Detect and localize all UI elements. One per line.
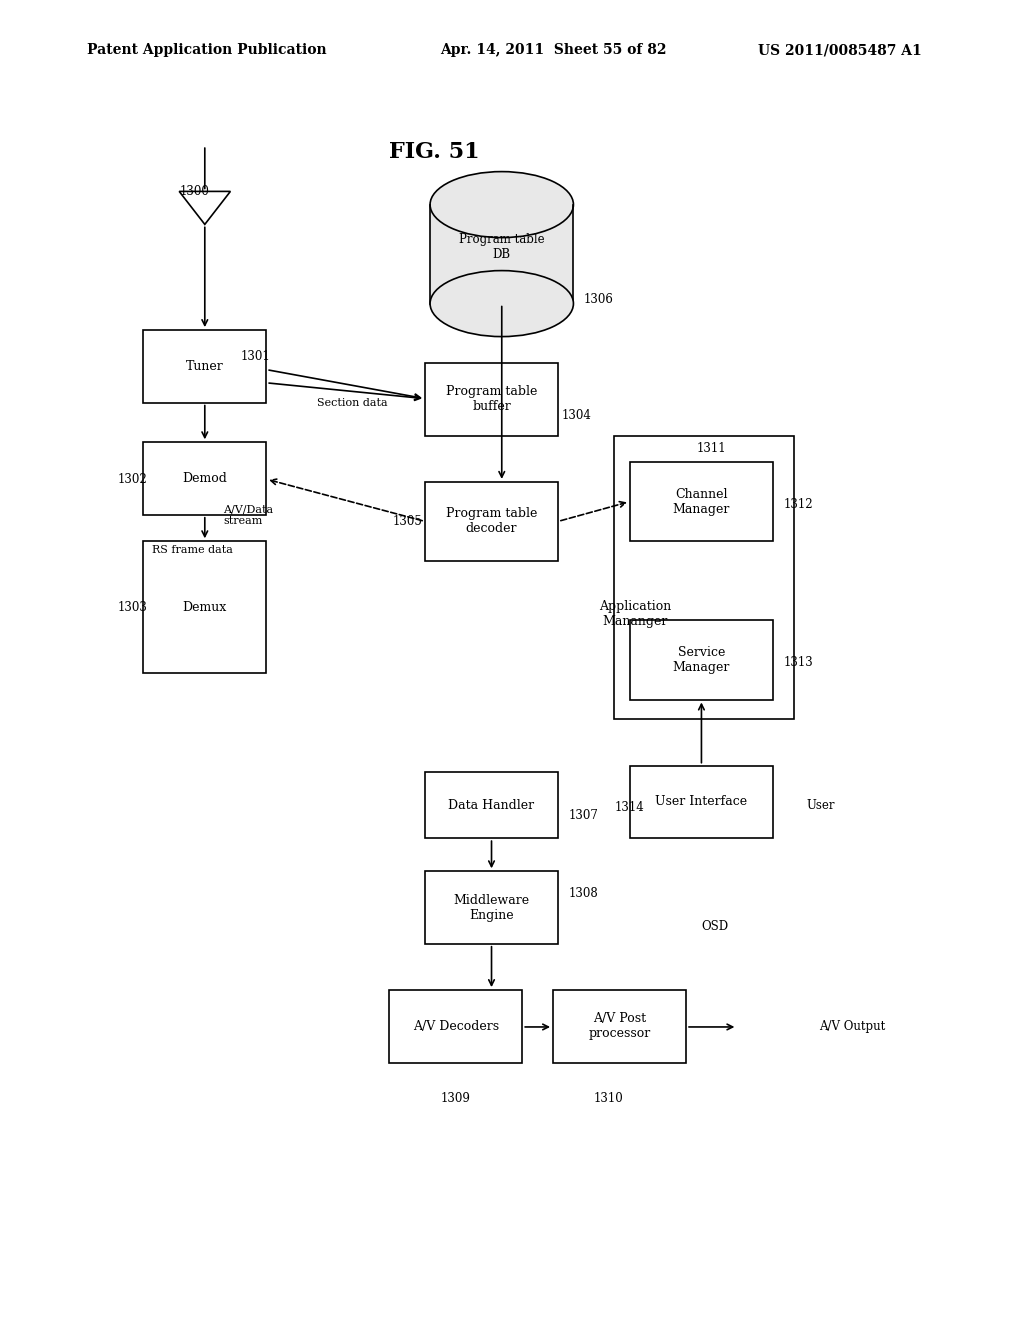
Text: 1308: 1308 — [568, 887, 598, 900]
FancyBboxPatch shape — [143, 541, 266, 673]
Text: 1311: 1311 — [696, 442, 726, 455]
Text: 1312: 1312 — [783, 498, 813, 511]
Text: RS frame data: RS frame data — [152, 545, 232, 556]
Text: User Interface: User Interface — [655, 796, 748, 808]
Text: 1300: 1300 — [179, 185, 209, 198]
Text: Channel
Manager: Channel Manager — [673, 487, 730, 516]
Text: Demux: Demux — [182, 601, 227, 614]
Text: 1302: 1302 — [118, 473, 147, 486]
Text: A/V/Data
stream: A/V/Data stream — [223, 504, 273, 525]
Text: Application
Mananger: Application Mananger — [599, 599, 671, 628]
Text: 1310: 1310 — [594, 1092, 624, 1105]
Text: Middleware
Engine: Middleware Engine — [454, 894, 529, 921]
Text: 1304: 1304 — [561, 409, 591, 422]
Text: US 2011/0085487 A1: US 2011/0085487 A1 — [758, 44, 922, 57]
Text: FIG. 51: FIG. 51 — [389, 141, 480, 162]
Text: Section data: Section data — [317, 397, 388, 408]
Text: 1314: 1314 — [614, 801, 644, 814]
Text: 1313: 1313 — [783, 656, 813, 669]
FancyBboxPatch shape — [425, 363, 558, 436]
Text: User: User — [807, 799, 836, 812]
Text: Program table
buffer: Program table buffer — [445, 385, 538, 413]
Text: Program table
DB: Program table DB — [459, 234, 545, 261]
Text: 1306: 1306 — [584, 293, 613, 306]
Text: Apr. 14, 2011  Sheet 55 of 82: Apr. 14, 2011 Sheet 55 of 82 — [440, 44, 667, 57]
FancyBboxPatch shape — [614, 436, 794, 719]
FancyBboxPatch shape — [630, 766, 773, 838]
FancyBboxPatch shape — [389, 990, 522, 1063]
Text: 1307: 1307 — [568, 809, 598, 822]
FancyBboxPatch shape — [425, 482, 558, 561]
Text: 1303: 1303 — [118, 601, 147, 614]
Text: Demod: Demod — [182, 473, 227, 484]
FancyBboxPatch shape — [553, 990, 686, 1063]
FancyBboxPatch shape — [143, 330, 266, 403]
FancyBboxPatch shape — [143, 442, 266, 515]
Text: A/V Output: A/V Output — [819, 1020, 886, 1034]
Text: A/V Decoders: A/V Decoders — [413, 1020, 499, 1032]
FancyBboxPatch shape — [425, 871, 558, 944]
FancyBboxPatch shape — [430, 205, 573, 304]
FancyBboxPatch shape — [630, 462, 773, 541]
Text: Patent Application Publication: Patent Application Publication — [87, 44, 327, 57]
Ellipse shape — [430, 172, 573, 238]
Text: 1305: 1305 — [392, 515, 422, 528]
Text: 1301: 1301 — [241, 350, 270, 363]
Text: Service
Manager: Service Manager — [673, 645, 730, 675]
Text: A/V Post
processor: A/V Post processor — [589, 1012, 650, 1040]
FancyBboxPatch shape — [630, 620, 773, 700]
Text: 1309: 1309 — [440, 1092, 470, 1105]
Text: Data Handler: Data Handler — [449, 799, 535, 812]
Text: OSD: OSD — [701, 920, 728, 933]
FancyBboxPatch shape — [425, 772, 558, 838]
Ellipse shape — [430, 271, 573, 337]
Text: Program table
decoder: Program table decoder — [445, 507, 538, 536]
Text: Tuner: Tuner — [186, 360, 223, 372]
